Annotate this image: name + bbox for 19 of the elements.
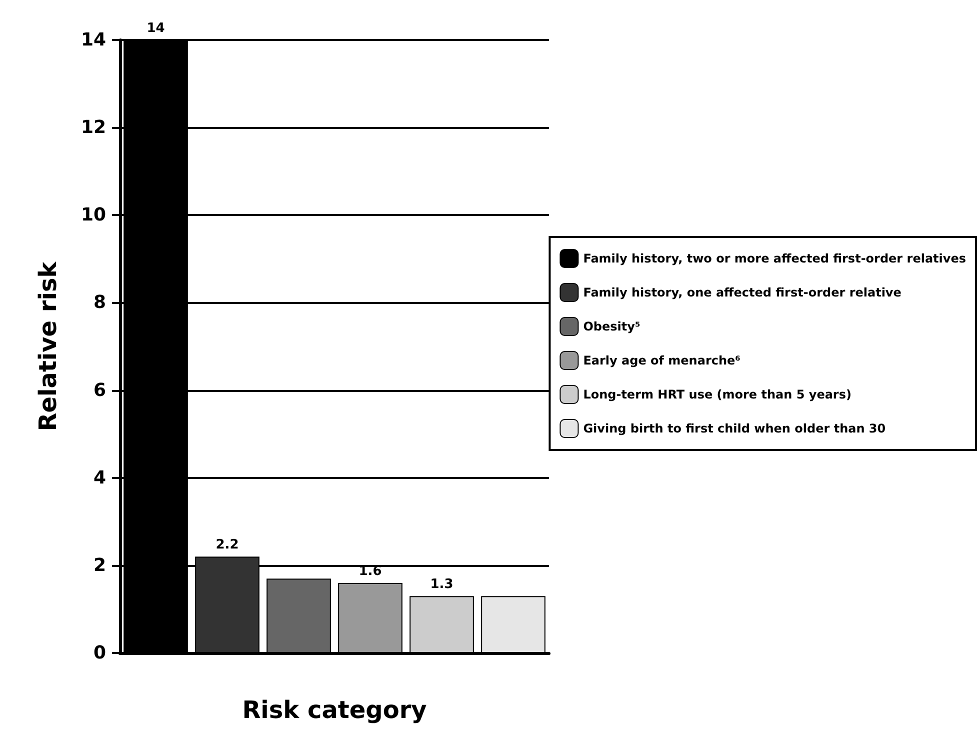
- y-tick-label: 12: [80, 117, 106, 138]
- y-tick-label: 10: [80, 204, 106, 226]
- legend-label: Long-term HRT use (more than 5 years): [583, 388, 852, 402]
- y-tick-label: 8: [93, 292, 106, 314]
- data-label: 2.2: [216, 538, 239, 553]
- y-tick-label: 4: [93, 467, 106, 488]
- legend-label: Giving birth to first child when older than 30: [583, 422, 886, 436]
- y-tick-label: 14: [80, 30, 106, 50]
- y-axis-title: Relative risk: [34, 260, 62, 432]
- legend-label: Family history, one affected first-order relative: [583, 286, 902, 300]
- x-axis-title: Risk category: [242, 696, 428, 724]
- data-label: 1.3: [430, 577, 454, 592]
- legend-label: Obesity⁵: [583, 320, 640, 334]
- data-label: 14: [146, 21, 165, 36]
- y-tick-label: 2: [93, 554, 106, 576]
- legend-label: Early age of menarche⁶: [583, 354, 740, 368]
- legend-label: Family history, two or more affected first-order relatives: [583, 252, 966, 266]
- y-tick-label: 0: [93, 642, 106, 664]
- y-tick-label: 6: [93, 380, 106, 401]
